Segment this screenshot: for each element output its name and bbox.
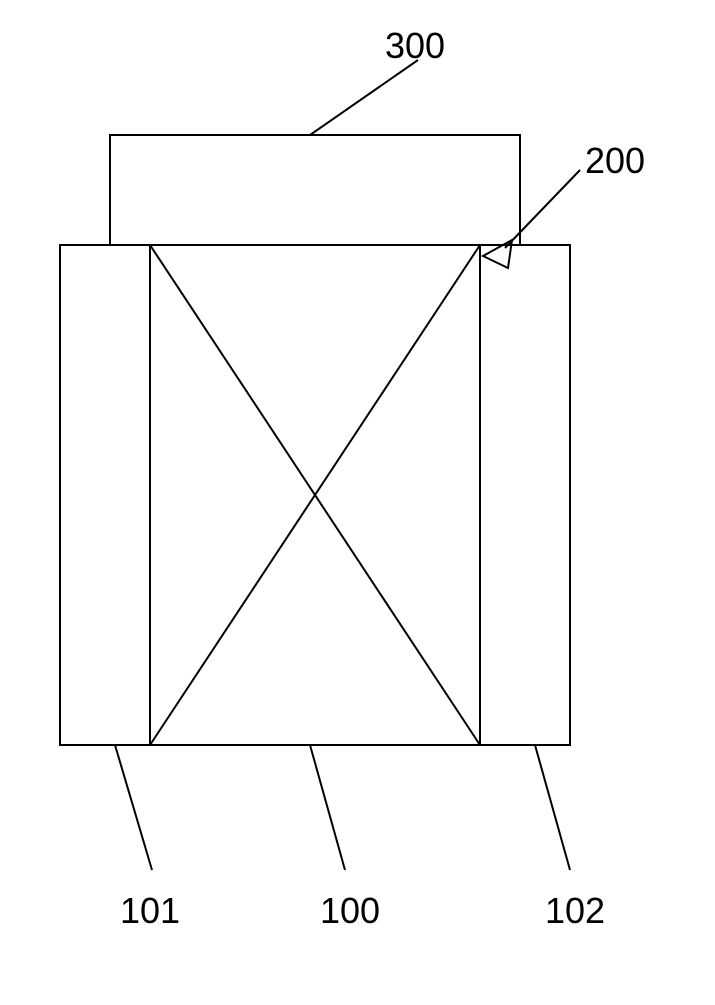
leader-100: [310, 745, 345, 870]
leader-102: [535, 745, 570, 870]
leader-300: [310, 60, 418, 135]
top-rect: [110, 135, 520, 245]
label-300: 300: [385, 25, 445, 67]
label-200: 200: [585, 140, 645, 182]
technical-diagram: 300 200 101 100 102: [0, 0, 715, 1000]
label-102: 102: [545, 890, 605, 932]
leader-200: [505, 170, 580, 248]
leader-101: [115, 745, 152, 870]
label-101: 101: [120, 890, 180, 932]
label-100: 100: [320, 890, 380, 932]
